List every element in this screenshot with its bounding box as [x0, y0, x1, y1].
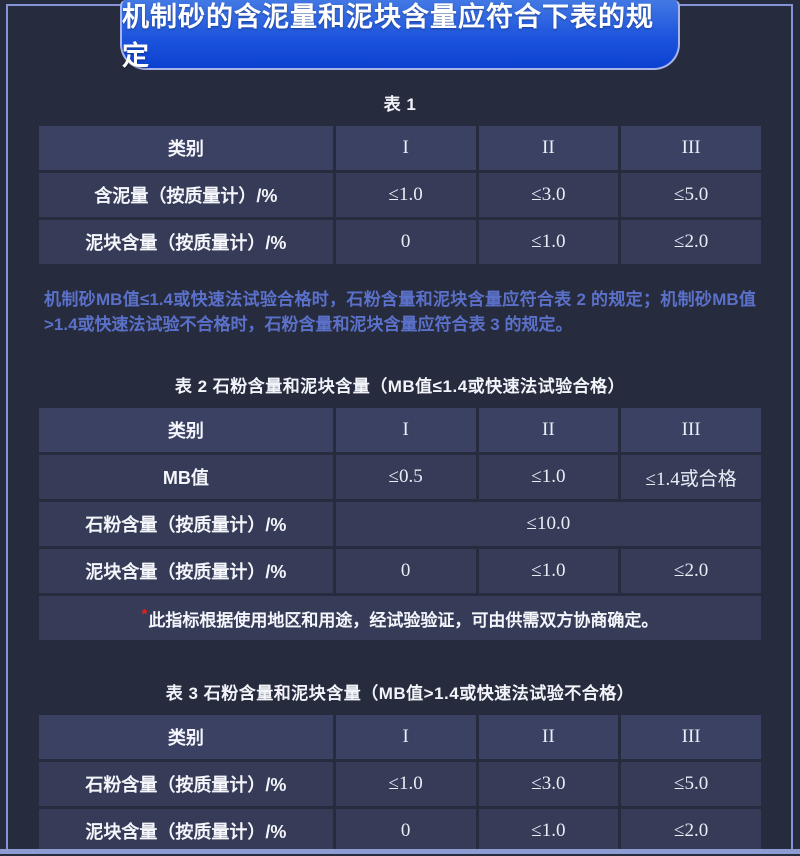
- value-cell: ≤2.0: [621, 549, 761, 593]
- value-cell: ≤1.0: [335, 173, 476, 217]
- table2-row-stone-powder: 石粉含量（按质量计）/% ≤10.0: [39, 502, 761, 546]
- table3-caption: 表 3 石粉含量和泥块含量（MB值>1.4或快速法试验不合格）: [165, 684, 635, 703]
- value-cell: ≤3.0: [478, 173, 619, 217]
- table1-header-class1: I: [335, 126, 476, 170]
- row-label-cell: MB值: [39, 455, 333, 499]
- footnote-cell: *此指标根据使用地区和用途，经试验验证，可由供需双方协商确定。: [39, 596, 761, 640]
- table2-row-clay-lump: 泥块含量（按质量计）/% 0 ≤1.0 ≤2.0: [39, 549, 761, 593]
- row-label-cell: 泥块含量（按质量计）/%: [39, 809, 333, 853]
- merged-value-cell: ≤10.0: [335, 502, 761, 546]
- table1-caption: 表 1: [383, 95, 417, 114]
- value-cell: 0: [335, 809, 476, 853]
- row-label-cell: 石粉含量（按质量计）/%: [39, 762, 333, 806]
- value-cell: ≤3.0: [478, 762, 619, 806]
- table3-header-row: 类别 I II III: [39, 715, 761, 759]
- table2: 类别 I II III MB值 ≤0.5 ≤1.0 ≤1.4或合格 石粉含量（按…: [36, 405, 764, 643]
- value-cell: ≤1.0: [478, 220, 619, 264]
- table2-footnote-row: *此指标根据使用地区和用途，经试验验证，可由供需双方协商确定。: [39, 596, 761, 640]
- note-text: 机制砂MB值≤1.4或快速法试验合格时，石粉含量和泥块含量应符合表 2 的规定；…: [44, 290, 756, 334]
- table2-header-class2: II: [478, 408, 619, 452]
- value-cell: ≤2.0: [621, 220, 761, 264]
- table2-row-mb-value: MB值 ≤0.5 ≤1.0 ≤1.4或合格: [39, 455, 761, 499]
- value-cell: ≤1.0: [478, 809, 619, 853]
- table2-header-row: 类别 I II III: [39, 408, 761, 452]
- value-cell: ≤1.4或合格: [621, 455, 761, 499]
- row-label-cell: 泥块含量（按质量计）/%: [39, 220, 333, 264]
- row-label-cell: 泥块含量（按质量计）/%: [39, 549, 333, 593]
- table3-header-class2: II: [478, 715, 619, 759]
- table1-row-mud-content: 含泥量（按质量计）/% ≤1.0 ≤3.0 ≤5.0: [39, 173, 761, 217]
- table3-header-category: 类别: [39, 715, 333, 759]
- table3-header-class3: III: [621, 715, 761, 759]
- content-area: 表 1 类别 I II III 含泥量（按质量计）/% ≤1.0 ≤3.0 ≤5…: [36, 70, 764, 856]
- table1-header-category: 类别: [39, 126, 333, 170]
- value-cell: ≤1.0: [478, 549, 619, 593]
- table3-header-class1: I: [335, 715, 476, 759]
- value-cell: ≤0.5: [335, 455, 476, 499]
- table1: 类别 I II III 含泥量（按质量计）/% ≤1.0 ≤3.0 ≤5.0 泥…: [36, 123, 764, 267]
- value-cell: 0: [335, 549, 476, 593]
- footnote-text: 此指标根据使用地区和用途，经试验验证，可由供需双方协商确定。: [148, 610, 659, 630]
- value-cell: 0: [335, 220, 476, 264]
- page-title-banner: 机制砂的含泥量和泥块含量应符合下表的规定: [120, 0, 680, 71]
- row-label-cell: 含泥量（按质量计）/%: [39, 173, 333, 217]
- value-cell: ≤1.0: [335, 762, 476, 806]
- value-cell: ≤5.0: [621, 173, 761, 217]
- table1-header-class3: III: [621, 126, 761, 170]
- table2-header-class1: I: [335, 408, 476, 452]
- value-cell: ≤2.0: [621, 809, 761, 853]
- table3-row-stone-powder: 石粉含量（按质量计）/% ≤1.0 ≤3.0 ≤5.0: [39, 762, 761, 806]
- table3-row-clay-lump: 泥块含量（按质量计）/% 0 ≤1.0 ≤2.0: [39, 809, 761, 853]
- table1-header-class2: II: [478, 126, 619, 170]
- table1-row-clay-lump: 泥块含量（按质量计）/% 0 ≤1.0 ≤2.0: [39, 220, 761, 264]
- row-label-cell: 石粉含量（按质量计）/%: [39, 502, 333, 546]
- footnote-asterisk: *: [141, 605, 148, 623]
- table2-header-class3: III: [621, 408, 761, 452]
- table1-header-row: 类别 I II III: [39, 126, 761, 170]
- page-title: 机制砂的含泥量和泥块含量应符合下表的规定: [122, 2, 654, 71]
- value-cell: ≤1.0: [478, 455, 619, 499]
- bottom-accent-bar: [0, 849, 800, 854]
- table2-header-category: 类别: [39, 408, 333, 452]
- table3: 类别 I II III 石粉含量（按质量计）/% ≤1.0 ≤3.0 ≤5.0 …: [36, 712, 764, 856]
- value-cell: ≤5.0: [621, 762, 761, 806]
- table2-caption: 表 2 石粉含量和泥块含量（MB值≤1.4或快速法试验合格）: [174, 377, 626, 396]
